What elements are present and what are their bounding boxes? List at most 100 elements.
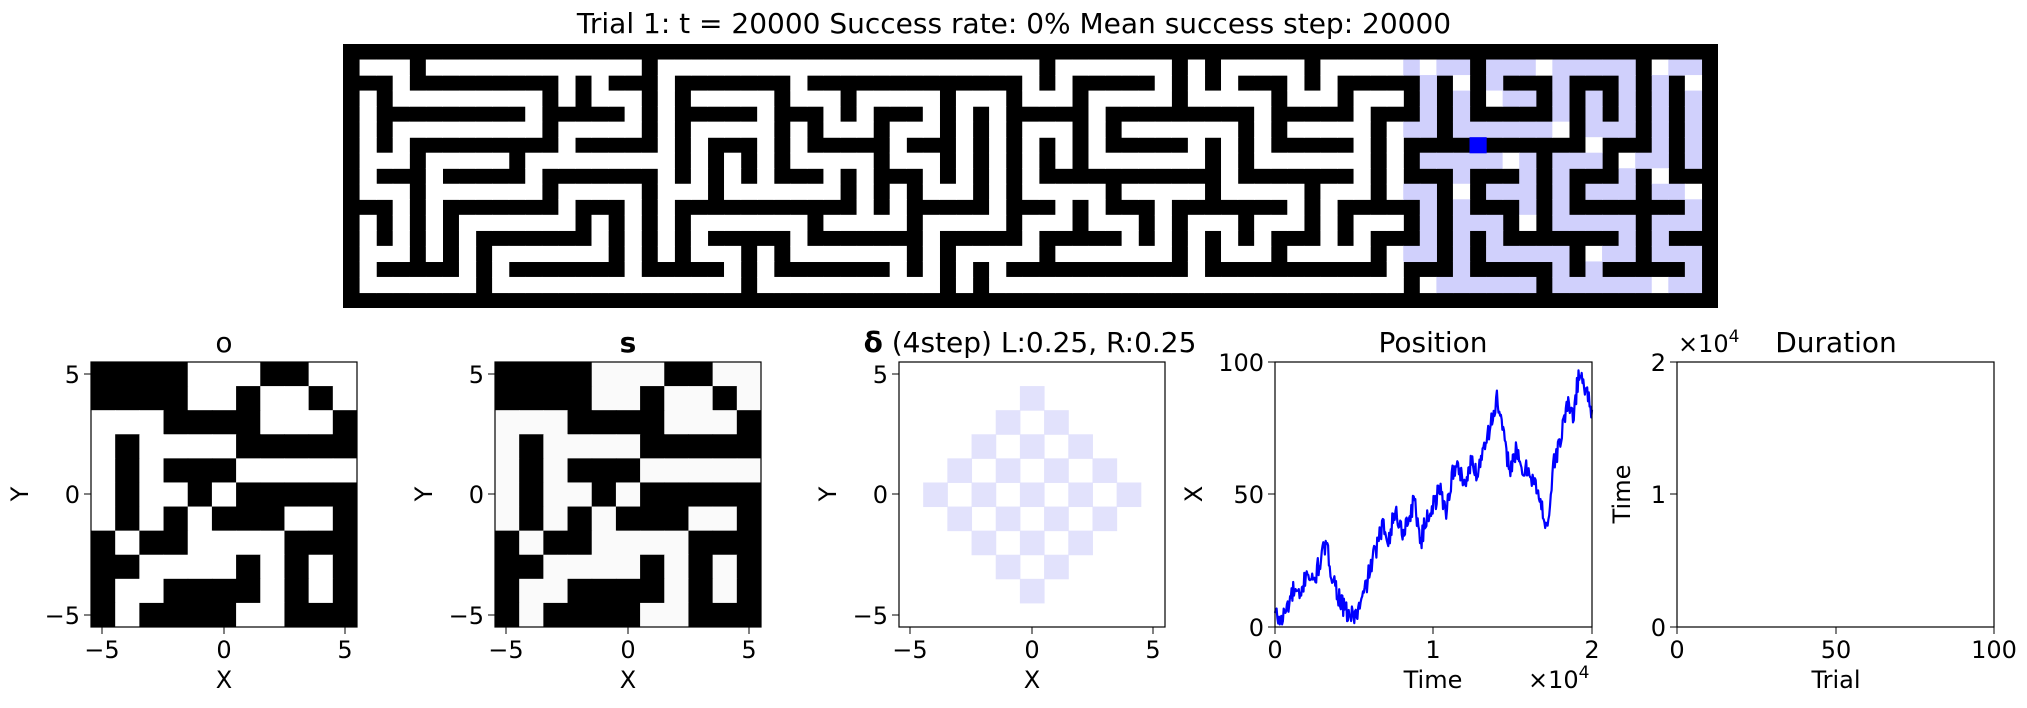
- maze-floor-cell: [1353, 152, 1371, 169]
- maze-floor-cell: [1353, 245, 1371, 263]
- maze-floor-cell: [1187, 152, 1206, 169]
- maze-floor-cell: [1353, 214, 1371, 231]
- state-cell: [519, 554, 544, 580]
- maze-floor-cell: [1254, 230, 1272, 247]
- maze-floor-cell: [1105, 214, 1123, 231]
- maze-floor-cell: [541, 276, 559, 294]
- maze-visited-cell: [1635, 152, 1653, 169]
- state-cell: [736, 554, 762, 580]
- maze-floor-cell: [989, 152, 1007, 169]
- maze-floor-cell: [690, 183, 709, 200]
- maze-floor-cell: [558, 245, 576, 263]
- maze-floor-cell: [574, 276, 593, 294]
- observation-cell: [163, 554, 189, 580]
- maze-floor-cell: [1320, 230, 1338, 247]
- maze-floor-cell: [856, 199, 874, 216]
- maze-visited-cell: [1436, 152, 1454, 169]
- maze-visited-cell: [1668, 59, 1686, 76]
- maze-floor-cell: [1055, 183, 1073, 200]
- maze-floor-cell: [707, 276, 725, 294]
- state-cell: [736, 602, 762, 628]
- maze-floor-cell: [856, 276, 874, 294]
- maze-floor-cell: [525, 168, 543, 185]
- maze-floor-cell: [757, 183, 775, 200]
- maze-floor-cell: [1105, 59, 1123, 76]
- observation-cell: [91, 458, 116, 483]
- maze-floor-cell: [1535, 59, 1553, 76]
- state-cell: [567, 530, 593, 556]
- state-cell: [688, 578, 714, 604]
- maze-visited-cell: [1419, 152, 1437, 169]
- observation-cell: [139, 506, 165, 532]
- observation-cell: [284, 482, 310, 508]
- maze-floor-cell: [955, 214, 974, 231]
- maze-floor-cell: [1221, 183, 1239, 200]
- state-cell: [688, 482, 714, 508]
- maze-floor-cell: [1221, 152, 1239, 169]
- maze-floor-cell: [1154, 245, 1172, 263]
- maze-floor-cell: [889, 137, 907, 154]
- observation-cell: [260, 506, 285, 532]
- maze-floor-cell: [1022, 75, 1040, 92]
- maze-floor-cell: [442, 183, 460, 200]
- maze-floor-cell: [674, 183, 692, 200]
- observation-cell: [332, 386, 358, 411]
- maze-floor-cell: [574, 59, 593, 76]
- observation-cell: [260, 386, 285, 411]
- maze-floor-cell: [508, 121, 526, 138]
- observation-cell: [308, 410, 334, 435]
- maze-visited-cell: [1469, 152, 1487, 169]
- maze-floor-cell: [1055, 137, 1073, 154]
- maze-visited-cell: [1585, 121, 1603, 138]
- state-cell: [664, 578, 689, 604]
- maze-floor-cell: [475, 183, 493, 200]
- observation-cell: [139, 362, 165, 387]
- maze-visited-cell: [1585, 261, 1603, 278]
- maze-floor-cell: [657, 230, 675, 247]
- maze-floor-cell: [1005, 245, 1023, 263]
- duration-xticks: 0 50 100: [1669, 627, 2017, 664]
- maze-visited-cell: [1419, 183, 1437, 200]
- maze-floor-cell: [458, 214, 477, 231]
- state-cell: [495, 578, 520, 604]
- maze-visited-cell: [1552, 106, 1570, 123]
- maze-floor-cell: [624, 152, 642, 169]
- observation-cell: [91, 554, 116, 580]
- maze-floor-cell: [906, 90, 924, 107]
- observation-xtick-label: −5: [84, 636, 119, 664]
- maze-visited-cell: [1419, 230, 1437, 247]
- maze-floor-cell: [1270, 59, 1288, 76]
- maze-floor-cell: [541, 59, 559, 76]
- maze-floor-cell: [1038, 276, 1056, 294]
- maze-floor-cell: [674, 59, 692, 76]
- state-cell: [664, 482, 689, 508]
- delta-cell: [971, 482, 997, 508]
- maze-floor-cell: [608, 121, 626, 138]
- state-cell: [615, 362, 641, 387]
- maze-floor-cell: [608, 59, 626, 76]
- observation-panel: o −5 0 5 5 0 −5 X Y: [6, 326, 358, 694]
- observation-cell: [187, 578, 213, 604]
- delta-cell: [923, 482, 948, 508]
- maze-floor-cell: [1370, 90, 1388, 107]
- maze-floor-cell: [922, 90, 940, 107]
- maze-floor-cell: [724, 121, 742, 138]
- maze-floor-cell: [1071, 245, 1090, 263]
- maze-floor-cell: [525, 214, 543, 231]
- maze-floor-cell: [873, 276, 891, 294]
- maze-floor-cell: [525, 121, 543, 138]
- maze-floor-cell: [823, 59, 841, 76]
- delta-title-rest: (4step) L:0.25, R:0.25: [883, 326, 1197, 359]
- maze-visited-cell: [1486, 59, 1504, 76]
- observation-cell: [115, 602, 140, 628]
- maze-floor-cell: [1270, 276, 1288, 294]
- observation-cell: [91, 410, 116, 435]
- state-cell: [519, 602, 544, 628]
- maze-floor-cell: [1022, 230, 1040, 247]
- maze-floor-cell: [906, 276, 924, 294]
- maze-floor-cell: [525, 106, 543, 123]
- maze-floor-cell: [392, 152, 410, 169]
- observation-cell: [115, 434, 140, 459]
- maze-visited-cell: [1602, 59, 1620, 76]
- maze-floor-cell: [839, 276, 858, 294]
